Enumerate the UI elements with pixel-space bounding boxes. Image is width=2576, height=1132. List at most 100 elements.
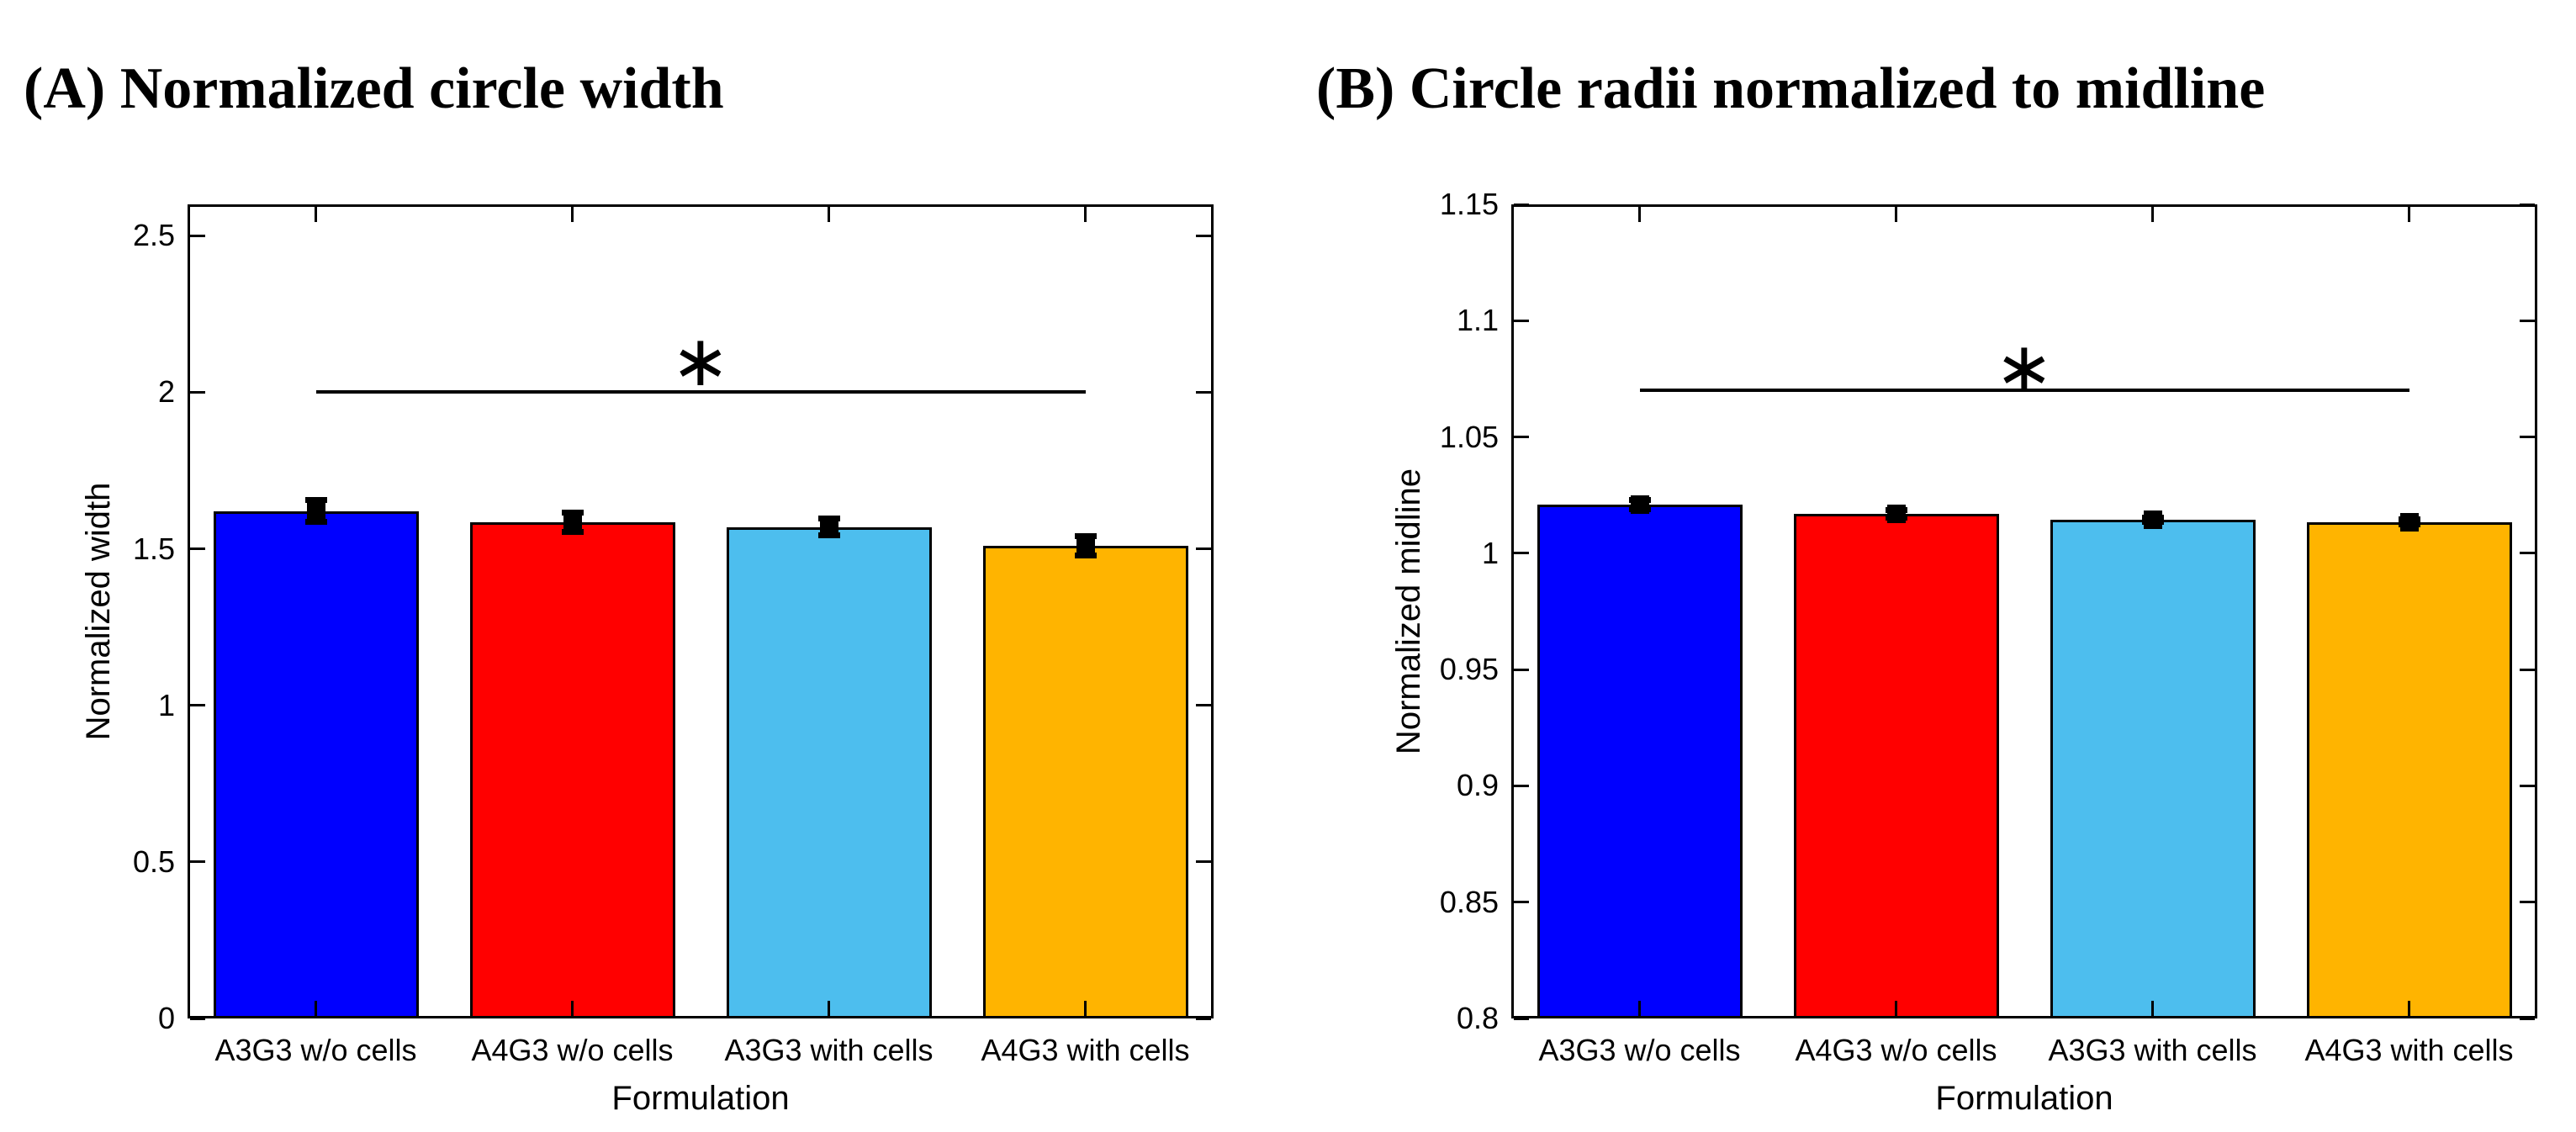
panel-a-x-tick-mark-top [828, 207, 830, 222]
panel-b-bar-a3g3-with-cells [2050, 519, 2256, 1018]
panel-a-error-bar-cap-top [1074, 533, 1097, 540]
panel-a-x-tick-label: A4G3 w/o cells [471, 1033, 674, 1067]
panel-b-y-tick-mark-left [1514, 784, 1529, 787]
panel-b-y-tick-label: 0.9 [1456, 768, 1499, 803]
panel-a-error-bar-cap-bottom [1074, 552, 1097, 558]
panel-b-plot-box [1511, 204, 2537, 1018]
panel-a-significance-marker: ∗ [670, 320, 731, 403]
panel-b-mean-marker [1630, 495, 1649, 514]
panel-b-y-tick-mark-right [2520, 668, 2535, 671]
panel-b-y-tick-mark-left [1514, 436, 1529, 439]
panel-b-y-tick-mark-right [2520, 784, 2535, 787]
panel-b-x-tick-mark-bottom [1638, 1001, 1641, 1016]
panel-b-x-tick-mark-top [2408, 207, 2410, 222]
panel-a-x-tick-label: A3G3 w/o cells [214, 1033, 417, 1067]
panel-a-bar-a3g3-with-cells [726, 526, 932, 1018]
panel-b-label-open: ( [1316, 56, 1336, 122]
panel-a-y-tick-mark-right [1196, 1017, 1211, 1020]
panel-a-y-tick-mark-left [190, 860, 205, 864]
panel-b-x-tick-label: A4G3 with cells [2304, 1033, 2514, 1067]
panel-b-y-tick-label: 1.05 [1439, 419, 1499, 454]
panel-a-y-tick-label: 0.5 [132, 844, 175, 879]
panel-b-x-tick-label: A3G3 with cells [2048, 1033, 2257, 1067]
panel-b-title-text: Circle radii normalized to midline [1409, 56, 2266, 122]
panel-b-significance-marker: ∗ [1994, 325, 2055, 409]
panel-a-y-tick-label: 0 [157, 1001, 175, 1035]
panel-b-y-tick-mark-right [2520, 1017, 2535, 1020]
panel-b-significance-line [1639, 389, 2409, 393]
panel-a-y-tick-mark-left [190, 547, 205, 550]
panel-b-y-tick-label: 0.85 [1439, 884, 1499, 919]
panel-a-error-bar-cap-bottom [561, 528, 584, 535]
panel-b-y-tick-label: 0.95 [1439, 652, 1499, 687]
panel-b-y-tick-label: 1.15 [1439, 187, 1499, 221]
panel-a-y-tick-mark-left [190, 1017, 205, 1020]
panel-a-label-close: ) [85, 56, 106, 122]
panel-b-bar-a3g3-w-o-cells [1537, 504, 1743, 1018]
panel-a-label: A [43, 56, 86, 122]
panel-a-y-tick-mark-right [1196, 860, 1211, 864]
panel-a-title: (A) Normalized circle width [24, 56, 724, 123]
panel-b-bar-a4g3-with-cells [2306, 521, 2512, 1018]
panel-a-x-tick-label: A3G3 with cells [724, 1033, 934, 1067]
panel-b-x-tick-mark-bottom [2408, 1001, 2410, 1016]
panel-b-mean-marker [1886, 504, 1906, 523]
panel-b-y-tick-label: 1 [1481, 535, 1499, 570]
panel-b-y-tick-mark-left [1514, 203, 1529, 206]
panel-a-x-tick-mark-bottom [315, 1001, 317, 1016]
panel-a-x-tick-mark-bottom [571, 1001, 574, 1016]
panel-a-y-tick-label: 2.5 [132, 218, 175, 253]
panel-a-significance-line [315, 390, 1086, 394]
panel-a-plot-box [188, 204, 1214, 1018]
panel-b-y-tick-mark-left [1514, 901, 1529, 904]
panel-a-x-tick-mark-bottom [1084, 1001, 1087, 1016]
panel-a-y-tick-mark-right [1196, 704, 1211, 707]
panel-b-y-tick-mark-right [2520, 319, 2535, 322]
panel-b-title: (B) Circle radii normalized to midline [1316, 56, 2265, 123]
panel-b-y-tick-mark-left [1514, 552, 1529, 555]
panel-a-y-tick-label: 1 [157, 687, 175, 722]
panel-b-y-tick-mark-left [1514, 319, 1529, 322]
panel-b-y-tick-mark-right [2520, 901, 2535, 904]
panel-a-error-bar-cap-top [561, 510, 584, 516]
panel-b-x-tick-mark-top [1638, 207, 1641, 222]
panel-b-bar-a4g3-w-o-cells [1793, 513, 1999, 1018]
panel-b-label: B [1336, 56, 1376, 122]
panel-a-x-tick-mark-top [571, 207, 574, 222]
panel-b-mean-marker [2143, 510, 2162, 529]
panel-b-mean-marker [2399, 512, 2419, 532]
panel-b-x-tick-mark-bottom [1895, 1001, 1897, 1016]
panel-a-title-text: Normalized circle width [119, 56, 724, 122]
panel-b-y-tick-label: 0.8 [1456, 1001, 1499, 1035]
panel-b-y-tick-mark-left [1514, 1017, 1529, 1020]
panel-a-mean-marker [1076, 536, 1095, 555]
panel-b-y-tick-mark-left [1514, 668, 1529, 671]
panel-b-y-tick-mark-right [2520, 552, 2535, 555]
panel-a-y-tick-label: 2 [157, 374, 175, 410]
panel-a-bar-a4g3-w-o-cells [469, 521, 675, 1018]
panel-b-x-tick-mark-top [1895, 207, 1897, 222]
panel-a-y-tick-mark-right [1196, 547, 1211, 550]
panel-b-x-tick-mark-bottom [2151, 1001, 2154, 1016]
panel-a-x-tick-mark-top [1084, 207, 1087, 222]
panel-a-x-tick-label: A4G3 with cells [981, 1033, 1190, 1067]
panel-b-x-axis-label: Formulation [1935, 1080, 2113, 1117]
panel-b-y-tick-label: 1.1 [1456, 303, 1499, 338]
panel-a-bar-a3g3-w-o-cells [213, 510, 419, 1018]
panel-a-error-bar-cap-bottom [304, 519, 327, 526]
panel-a-y-tick-mark-left [190, 390, 205, 394]
panel-a-error-bar-cap-top [304, 497, 327, 504]
panel-a-mean-marker [563, 512, 582, 532]
panel-a-bar-a4g3-with-cells [982, 545, 1188, 1018]
panel-b-label-close: ) [1375, 56, 1395, 122]
panel-b-x-tick-label: A4G3 w/o cells [1795, 1033, 1997, 1067]
panel-a-x-tick-mark-bottom [828, 1001, 830, 1016]
panel-b-y-tick-mark-right [2520, 203, 2535, 206]
panel-a-y-tick-mark-right [1196, 390, 1211, 394]
panel-b-y-tick-mark-right [2520, 436, 2535, 439]
panel-b-x-tick-mark-top [2151, 207, 2154, 222]
panel-a-x-tick-mark-top [315, 207, 317, 222]
panel-a-label-open: ( [24, 56, 44, 122]
